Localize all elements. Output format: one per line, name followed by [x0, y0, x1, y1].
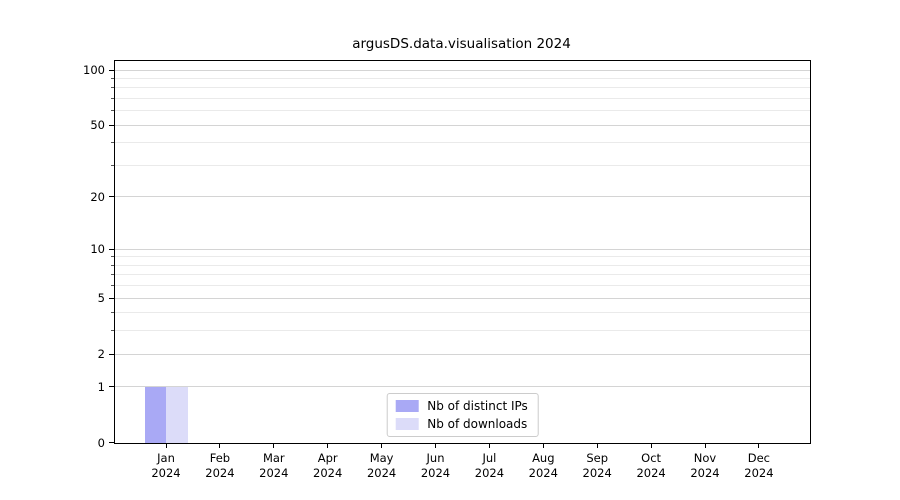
y-tick-minor [111, 110, 114, 112]
legend-swatch [395, 418, 419, 430]
gridline-minor [115, 264, 810, 266]
legend: Nb of distinct IPs Nb of downloads [386, 393, 539, 437]
x-tick [273, 443, 275, 448]
x-tick-label: Nov 2024 [690, 451, 720, 480]
y-tick-minor [111, 312, 114, 314]
y-tick-minor [111, 142, 114, 144]
y-tick-label: 100 [83, 63, 105, 78]
bar-nb-of-distinct-ips-jan-2024 [144, 386, 166, 443]
y-tick [109, 196, 114, 198]
x-tick-label: Jan 2024 [151, 451, 181, 480]
y-tick-minor [111, 330, 114, 332]
gridline-major [115, 386, 810, 388]
gridline-major [115, 248, 810, 250]
gridline-minor [115, 165, 810, 166]
gridline-minor [115, 98, 810, 100]
y-tick-label: 1 [97, 379, 105, 394]
gridline-minor [115, 77, 810, 79]
y-tick [109, 442, 114, 443]
legend-entry: Nb of distinct IPs [395, 399, 528, 413]
y-tick [109, 124, 114, 126]
y-tick [109, 69, 114, 71]
gridline-minor [115, 285, 810, 287]
y-tick [109, 353, 114, 355]
y-tick-minor [111, 77, 114, 79]
gridline-minor [115, 312, 810, 314]
x-tick [165, 443, 167, 448]
x-tick [219, 443, 221, 448]
y-tick [109, 297, 114, 299]
x-tick-label: Aug 2024 [528, 451, 558, 480]
x-tick-label: Jul 2024 [474, 451, 505, 480]
plot-area: 100 50 20 10 5 2 1 0 Jan 2024 Feb 2024 Mar 2024 Ap… [83, 60, 811, 480]
x-tick [650, 443, 652, 448]
y-tick-label: 20 [90, 189, 105, 204]
y-tick-minor [111, 98, 114, 100]
legend-label: Nb of downloads [427, 417, 528, 431]
x-tick-label: Dec 2024 [744, 451, 774, 480]
x-tick [327, 443, 329, 448]
bar-nb-of-downloads-jan-2024 [166, 386, 188, 443]
x-tick-label: May 2024 [366, 451, 397, 480]
x-tick [381, 443, 383, 448]
x-tick-label: Oct 2024 [636, 451, 666, 480]
x-tick-label: Mar 2024 [259, 451, 289, 480]
x-tick [435, 443, 436, 448]
y-tick-label: 0 [97, 436, 105, 450]
chart-title: argusDS.data.visualisation 2024 [352, 36, 571, 52]
gridline-major [115, 196, 810, 198]
gridline-major [115, 69, 810, 71]
gridline-major [115, 124, 810, 126]
legend-label: Nb of distinct IPs [427, 399, 528, 413]
legend-swatch [395, 400, 419, 412]
gridline-minor [115, 330, 810, 332]
x-tick-label: Jun 2024 [420, 451, 451, 480]
gridline-minor [115, 274, 810, 276]
x-tick [758, 443, 760, 448]
y-tick-minor [111, 274, 114, 276]
y-tick-label: 5 [97, 291, 105, 306]
gridline-major [115, 353, 810, 355]
x-tick-label: Apr 2024 [313, 451, 343, 480]
y-tick [109, 386, 114, 388]
x-tick-label: Sep 2024 [582, 451, 612, 480]
y-tick [109, 248, 114, 250]
y-tick-minor [111, 256, 114, 258]
y-tick-label: 10 [90, 242, 105, 257]
legend-entry: Nb of downloads [395, 417, 528, 431]
gridline-major [115, 297, 810, 299]
x-tick [596, 443, 598, 448]
y-tick-minor [111, 87, 114, 89]
y-tick-minor [111, 165, 114, 166]
y-tick-label: 50 [90, 118, 105, 133]
gridline-minor [115, 256, 810, 258]
x-tick [488, 443, 490, 448]
gridline-minor [115, 142, 810, 144]
gridline-minor [115, 110, 810, 112]
y-tick-minor [111, 264, 114, 266]
x-tick [542, 443, 544, 448]
gridline-minor [115, 87, 810, 89]
x-tick-label: Feb 2024 [205, 451, 235, 480]
y-tick-minor [111, 285, 114, 287]
y-tick-label: 2 [97, 347, 105, 362]
x-tick [704, 443, 706, 448]
